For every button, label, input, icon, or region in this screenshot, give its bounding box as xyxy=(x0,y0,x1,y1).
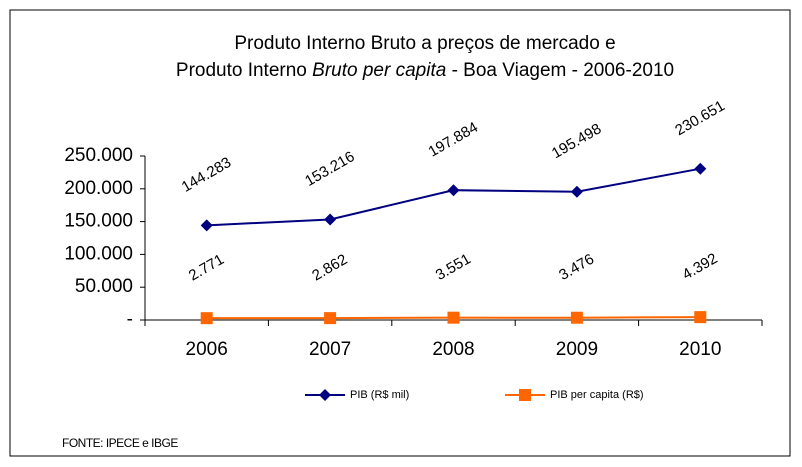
y-tick-label: - xyxy=(127,309,133,330)
marker xyxy=(200,219,213,232)
legend-label: PIB (R$ mil) xyxy=(350,389,409,401)
marker xyxy=(447,184,460,197)
marker xyxy=(324,312,337,325)
x-tick-label: 2008 xyxy=(432,339,474,360)
source-note: FONTE: IPECE e IBGE xyxy=(62,436,178,450)
title-part: Produto Interno xyxy=(176,60,312,81)
marker xyxy=(694,162,707,175)
marker xyxy=(570,185,583,198)
y-tick-label: 150.000 xyxy=(64,211,133,232)
marker xyxy=(694,311,707,324)
marker xyxy=(200,312,213,325)
marker xyxy=(319,389,331,401)
y-tick-label: 200.000 xyxy=(64,178,133,199)
chart-title: Produto Interno Bruto a preços de mercad… xyxy=(234,33,615,54)
marker xyxy=(324,213,337,226)
x-tick-label: 2010 xyxy=(679,339,721,360)
chart-border xyxy=(9,9,791,457)
y-tick-label: 250.000 xyxy=(64,145,133,166)
x-tick-label: 2007 xyxy=(309,339,351,360)
marker xyxy=(519,389,531,401)
title-part: Bruto per capita xyxy=(312,60,446,81)
x-tick-label: 2009 xyxy=(556,339,598,360)
x-tick-label: 2006 xyxy=(186,339,228,360)
chart-title: Produto Interno Bruto per capita - Boa V… xyxy=(176,60,674,81)
y-tick-label: 100.000 xyxy=(64,243,133,264)
y-tick-label: 50.000 xyxy=(75,276,133,297)
marker xyxy=(447,311,460,324)
title-part: - Boa Viagem - 2006-2010 xyxy=(446,60,674,81)
marker xyxy=(570,311,583,324)
legend-label: PIB per capita (R$) xyxy=(550,389,644,401)
